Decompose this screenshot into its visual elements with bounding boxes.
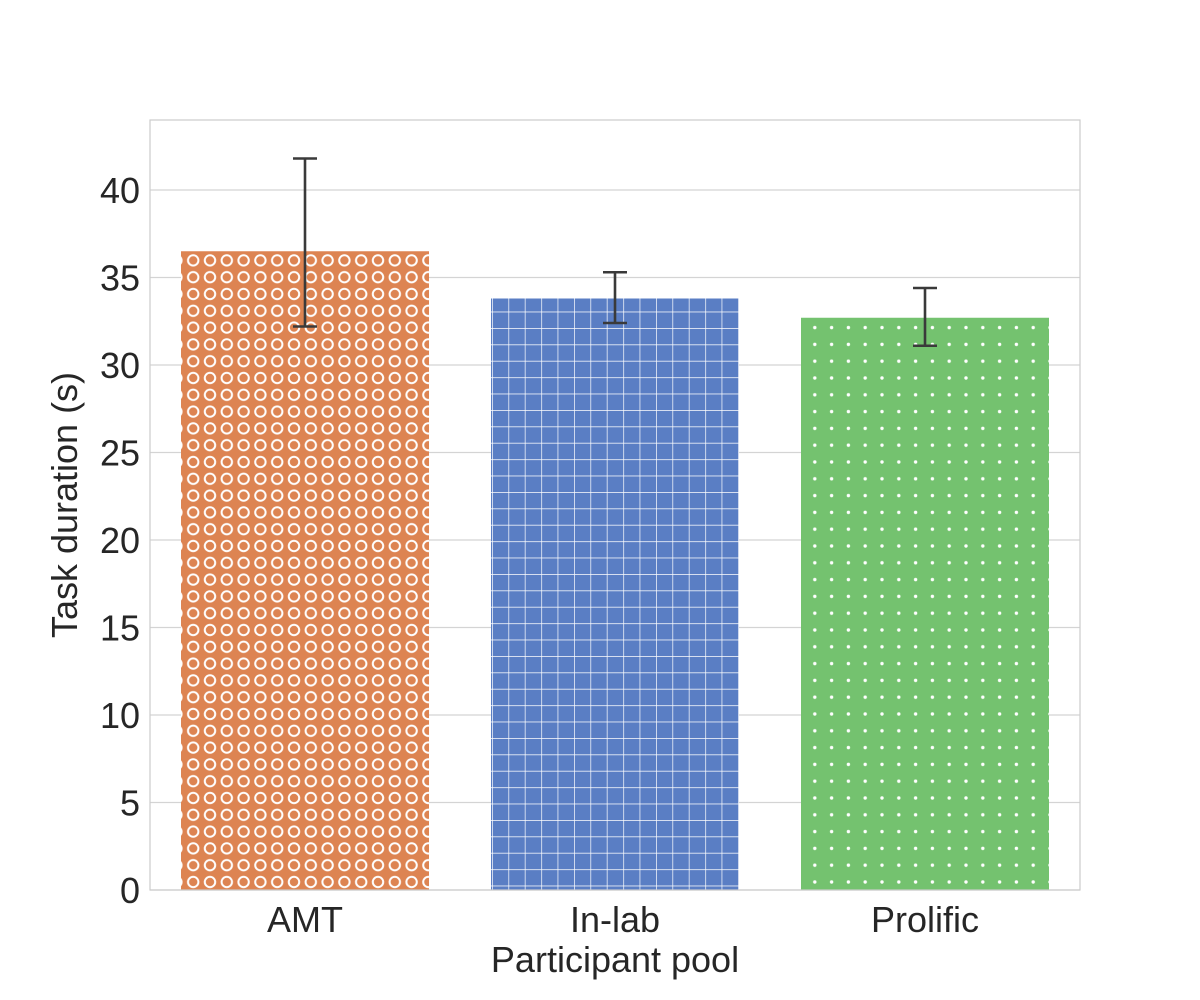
bar-prolific xyxy=(801,317,1049,890)
y-tick-label: 35 xyxy=(100,258,140,299)
y-tick-label: 15 xyxy=(100,608,140,649)
y-tick-label: 25 xyxy=(100,433,140,474)
x-tick-label: AMT xyxy=(267,899,343,940)
y-tick-label: 40 xyxy=(100,170,140,211)
error-bars xyxy=(293,157,937,348)
error-bar xyxy=(913,286,937,348)
bars xyxy=(181,251,1049,890)
y-tick-label: 10 xyxy=(100,695,140,736)
error-bar xyxy=(603,270,627,325)
bar-in-lab xyxy=(491,298,739,890)
x-tick-label: In-lab xyxy=(570,899,660,940)
x-tick-labels: AMT In-lab Prolific xyxy=(267,899,979,940)
x-tick-label: Prolific xyxy=(871,899,979,940)
y-tick-label: 20 xyxy=(100,520,140,561)
y-tick-label: 5 xyxy=(120,783,140,824)
y-tick-labels: 0 5 10 15 20 25 30 35 40 xyxy=(100,170,140,911)
bar-amt xyxy=(181,251,429,890)
error-bar xyxy=(293,157,317,328)
y-tick-label: 0 xyxy=(120,870,140,911)
y-axis-title: Task duration (s) xyxy=(44,372,85,638)
x-axis-title: Participant pool xyxy=(491,939,739,980)
y-tick-label: 30 xyxy=(100,345,140,386)
plot-frame xyxy=(149,119,1081,891)
